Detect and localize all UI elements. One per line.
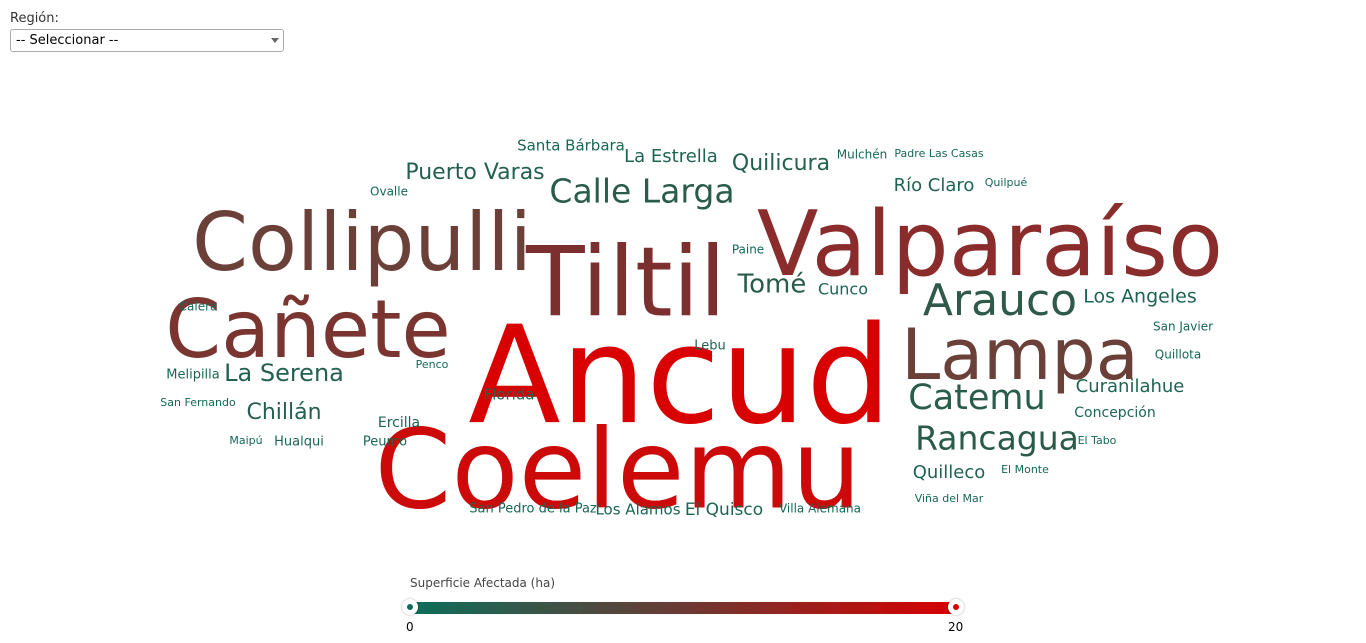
word-puerto-varas[interactable]: Puerto Varas: [405, 160, 544, 185]
word-coelemu[interactable]: Coelemu: [375, 405, 862, 533]
word-maipú[interactable]: Maipú: [229, 434, 262, 447]
word-peumo[interactable]: Peumo: [363, 435, 407, 450]
word-cunco[interactable]: Cunco: [818, 280, 868, 299]
chevron-down-icon: [271, 38, 279, 43]
word-collipulli[interactable]: Collipulli: [192, 196, 532, 289]
word-padre-las-casas[interactable]: Padre Las Casas: [894, 147, 983, 160]
word-tomé[interactable]: Tomé: [737, 270, 807, 300]
word-lampa[interactable]: Lampa: [901, 314, 1138, 396]
word-tiltil[interactable]: Tiltil: [525, 226, 726, 338]
legend-max-handle[interactable]: [948, 599, 964, 615]
word-quilpué[interactable]: Quilpué: [985, 176, 1028, 189]
word-río-claro[interactable]: Río Claro: [894, 175, 975, 196]
region-select-value: -- Seleccionar --: [16, 33, 119, 48]
word-quillota[interactable]: Quillota: [1155, 348, 1201, 362]
legend-min-label: 0: [406, 620, 414, 634]
word-los-angeles[interactable]: Los Angeles: [1083, 286, 1196, 308]
word-paine[interactable]: Paine: [732, 243, 764, 257]
region-select[interactable]: -- Seleccionar --: [10, 29, 284, 52]
word-melipilla[interactable]: Melipilla: [166, 368, 220, 383]
legend-title: Superficie Afectada (ha): [410, 576, 555, 590]
word-el-tabo[interactable]: El Tabo: [1078, 434, 1117, 447]
word-rancagua[interactable]: Rancagua: [915, 419, 1079, 458]
word-arauco[interactable]: Arauco: [923, 275, 1077, 326]
legend-min-handle[interactable]: [402, 599, 418, 615]
word-cañete[interactable]: Cañete: [165, 283, 450, 376]
region-label: Región:: [10, 11, 59, 26]
word-la-serena[interactable]: La Serena: [224, 359, 344, 387]
legend-gradient-bar: [410, 602, 956, 614]
word-san-javier[interactable]: San Javier: [1153, 320, 1213, 334]
word-quilicura[interactable]: Quilicura: [732, 151, 830, 176]
word-concepción[interactable]: Concepción: [1074, 405, 1155, 421]
word-san-fernando[interactable]: San Fernando: [160, 396, 236, 409]
word-chillán[interactable]: Chillán: [246, 400, 321, 425]
word-calle-larga[interactable]: Calle Larga: [549, 172, 734, 211]
word-penco[interactable]: Penco: [416, 358, 449, 371]
word-el-quisco[interactable]: El Quisco: [685, 500, 763, 520]
word-quilleco[interactable]: Quilleco: [913, 462, 986, 483]
word-ercilla[interactable]: Ercilla: [378, 415, 420, 431]
legend-max-label: 20: [948, 620, 964, 634]
word-curanilahue[interactable]: Curanilahue: [1076, 376, 1185, 397]
word-florida[interactable]: Florida: [483, 386, 534, 404]
word-ovalle[interactable]: Ovalle: [370, 185, 408, 199]
word-los-alamos[interactable]: Los Alamos: [595, 501, 680, 519]
word-viña-del-mar[interactable]: Viña del Mar: [915, 492, 984, 505]
word-valparaíso[interactable]: Valparaíso: [757, 192, 1223, 297]
word-hualqui[interactable]: Hualqui: [274, 435, 324, 450]
word-catemu[interactable]: Catemu: [908, 378, 1045, 418]
word-ancud[interactable]: Ancud: [468, 297, 891, 454]
word-calera[interactable]: Calera: [179, 300, 218, 314]
word-la-estrella[interactable]: La Estrella: [624, 146, 718, 167]
word-san-pedro-de-la-paz[interactable]: San Pedro de la Paz: [469, 502, 597, 517]
word-lebu[interactable]: Lebu: [694, 339, 726, 354]
word-santa-bárbara[interactable]: Santa Bárbara: [517, 137, 625, 155]
word-el-monte[interactable]: El Monte: [1001, 463, 1049, 476]
word-mulchén[interactable]: Mulchén: [837, 148, 887, 162]
word-villa-alemana[interactable]: Villa Alemana: [779, 502, 861, 516]
